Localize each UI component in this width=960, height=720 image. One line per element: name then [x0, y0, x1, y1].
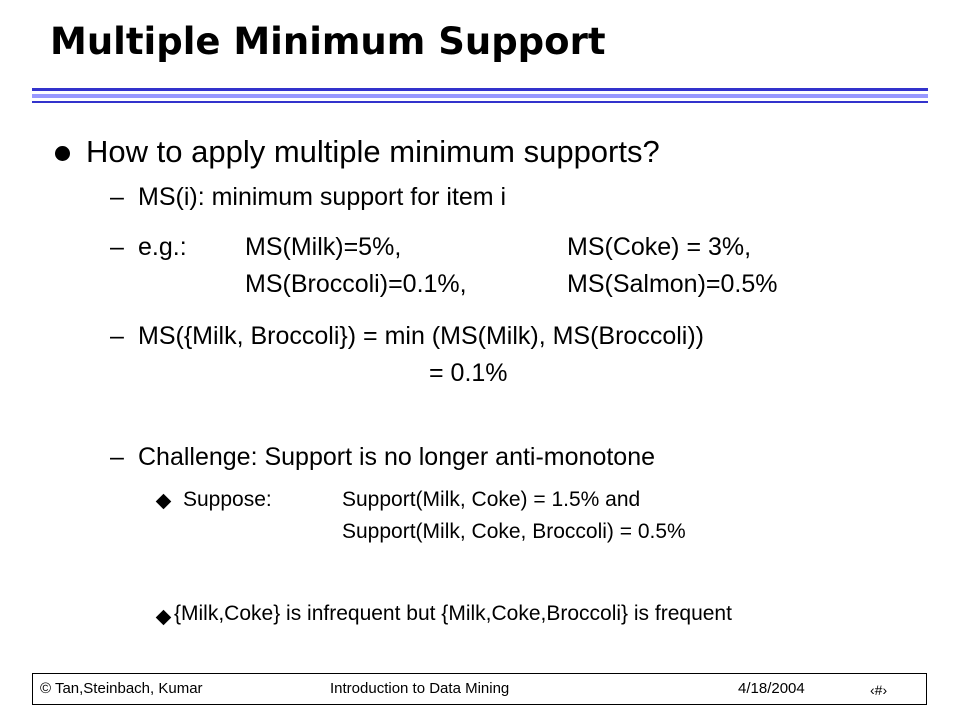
example-salmon: MS(Salmon)=0.5%: [567, 270, 778, 298]
dash-bullet: –: [110, 233, 124, 261]
footer-course: Introduction to Data Mining: [330, 680, 510, 697]
footer-authors: © Tan,Steinbach, Kumar: [40, 680, 203, 697]
example-coke: MS(Coke) = 3%,: [567, 233, 752, 261]
footer-date: 4/18/2004: [738, 680, 805, 697]
formula-line1: MS({Milk, Broccoli}) = min (MS(Milk), MS…: [138, 322, 705, 350]
dash-bullet: –: [110, 443, 124, 471]
title-rule-top: [32, 88, 928, 91]
example-label: e.g.:: [138, 233, 187, 261]
suppose-label: Suppose:: [183, 488, 272, 511]
suppose-line1: Support(Milk, Coke) = 1.5% and: [342, 488, 641, 511]
title-rule-bottom: [32, 101, 928, 103]
slide-title: Multiple Minimum Support: [50, 20, 606, 63]
title-rule-middle: [32, 94, 928, 98]
footer-frame: [32, 673, 927, 705]
definition-text: MS(i): minimum support for item i: [138, 183, 507, 211]
challenge-text: Challenge: Support is no longer anti-mon…: [138, 443, 656, 471]
conclusion-text: {Milk,Coke} is infrequent but {Milk,Coke…: [174, 602, 732, 625]
example-broccoli: MS(Broccoli)=0.1%,: [245, 270, 467, 298]
diamond-bullet: [155, 493, 172, 510]
question-text: How to apply multiple minimum supports?: [86, 134, 660, 169]
page-number-icon: ‹#›: [870, 682, 888, 698]
dash-bullet: –: [110, 322, 124, 350]
formula-line2: = 0.1%: [429, 359, 508, 387]
example-milk: MS(Milk)=5%,: [245, 233, 402, 261]
bullet-dot: [55, 146, 70, 161]
suppose-line2: Support(Milk, Coke, Broccoli) = 0.5%: [342, 520, 686, 543]
diamond-bullet: [155, 609, 172, 626]
dash-bullet: –: [110, 183, 124, 211]
